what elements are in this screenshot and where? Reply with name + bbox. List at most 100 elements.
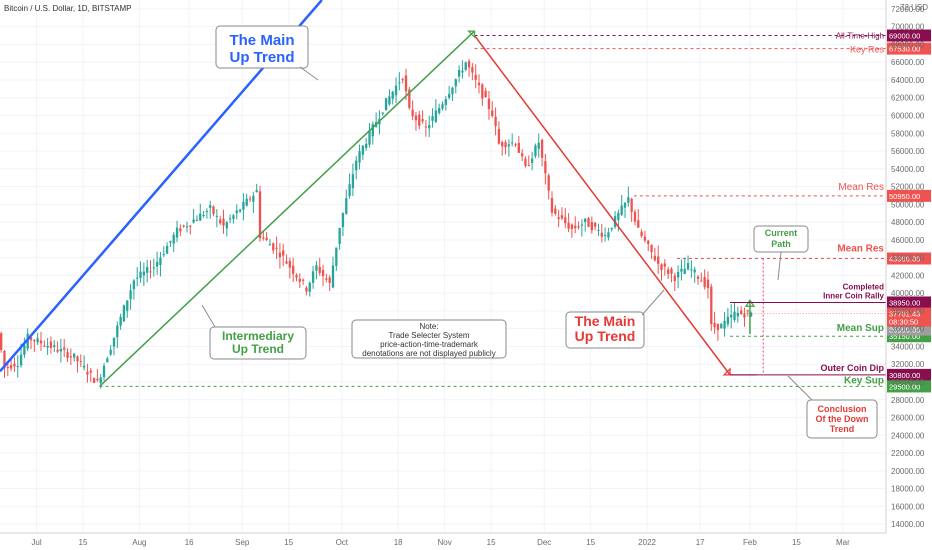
candle-body [421, 119, 424, 122]
candle-body [401, 79, 404, 81]
y-tick-label: 30000.00 [891, 378, 925, 387]
candle-body [195, 219, 199, 221]
candle-body [228, 218, 232, 220]
candle-body [517, 142, 520, 153]
candle-body [643, 236, 647, 241]
candle-body [345, 198, 348, 214]
x-tick-label: Nov [438, 538, 452, 547]
candle-body [255, 190, 258, 193]
candle-body [225, 222, 228, 229]
candle-body [162, 254, 165, 256]
candle-body [152, 267, 155, 269]
arrow-head [467, 30, 476, 39]
candle-body [507, 144, 511, 147]
levels: 69000.00 67530.00 50950.00 43900.00 38950.00… [99, 29, 931, 393]
candle-body [597, 230, 600, 232]
price-tag [887, 326, 931, 336]
candle-body [438, 107, 441, 114]
candle-body [106, 358, 109, 363]
candle-body [242, 201, 245, 210]
candle-body [23, 345, 26, 355]
candle-body [53, 345, 56, 347]
candle-body [418, 114, 421, 126]
mean-sup-label: Mean Sup [837, 323, 884, 334]
price-tag [887, 252, 931, 265]
candle-body [63, 347, 66, 350]
y-tick-label: 34000.00 [891, 342, 925, 351]
candle-body [514, 144, 517, 146]
candle-body [202, 214, 205, 216]
candle-body [69, 356, 73, 358]
candle-body [368, 130, 371, 145]
candle-body [175, 227, 179, 238]
x-tick-label: Dec [537, 538, 551, 547]
intermediary-label: Intermediary Up Trend [222, 329, 294, 356]
last-price-label: 36900.00 [889, 326, 920, 335]
candle-body [33, 340, 36, 342]
candle-body [444, 99, 447, 105]
candle-body [102, 365, 106, 378]
arrow-head [722, 367, 731, 376]
last-price-label: 08:30:50 [889, 318, 918, 327]
candle-body [219, 219, 222, 224]
candle-body [295, 274, 298, 278]
candle-body [434, 110, 438, 122]
y-tick-label: 46000.00 [891, 236, 925, 245]
note-text: Note: Trade Selecter System price-action-t… [362, 322, 495, 358]
candle-body [487, 98, 491, 110]
candle-body [49, 341, 53, 348]
candle-body [248, 198, 252, 200]
candle-body [238, 209, 242, 212]
y-tick-label: 38000.00 [891, 307, 925, 316]
candle-body [116, 325, 119, 338]
y-tick-label: 70000.00 [891, 23, 925, 32]
candle-body [129, 290, 132, 300]
ath-label: All-Time-High [836, 32, 884, 41]
candle-body [348, 184, 351, 197]
callout-leader [201, 304, 216, 328]
candle-body [454, 79, 457, 87]
candle-body [222, 218, 225, 226]
candle-body [474, 74, 477, 80]
candle-body [623, 202, 627, 208]
candle-body [590, 221, 593, 231]
current-path-label: Current Path [765, 228, 798, 249]
candle-body [700, 280, 703, 282]
candle-body [414, 115, 418, 121]
candle-body [391, 91, 394, 99]
x-tick-label: Aug [132, 538, 146, 547]
y-tick-label: 58000.00 [891, 129, 925, 138]
candle-body [630, 198, 633, 212]
candle-body [660, 264, 663, 270]
x-tick-label: 15 [487, 538, 496, 547]
candle-body [136, 277, 139, 279]
y-tick-label: 48000.00 [891, 218, 925, 227]
outer-dip-label: Outer Coin Dip [821, 363, 885, 373]
candle-body [0, 333, 3, 350]
candle-body [305, 287, 308, 292]
candle-body [716, 323, 720, 331]
candle-body [550, 197, 554, 213]
candle-body [491, 110, 494, 117]
last-price-tag [887, 307, 931, 330]
x-tick-label: 16 [185, 538, 194, 547]
y-tick-label: 14000.00 [891, 520, 925, 529]
key-sup-label: Key Sup [844, 375, 884, 386]
price-tag-label: 69000.00 [889, 32, 920, 41]
candle-body [351, 174, 355, 189]
x-tick-label: 18 [394, 538, 403, 547]
y-tick-label: 40000.00 [891, 289, 925, 298]
candle-body [431, 116, 434, 121]
candle-body [690, 269, 693, 271]
candle-body [670, 268, 673, 274]
candle-body [441, 104, 444, 109]
candle-body [703, 277, 706, 288]
candle-body [215, 215, 219, 217]
annotations: The Main Up Trend Intermediary Up Trend Note… [201, 25, 885, 439]
candle-body [457, 69, 461, 77]
candle-body [3, 350, 6, 368]
callout-leader [299, 66, 319, 81]
candle-body [318, 266, 321, 273]
candle-body [428, 125, 431, 129]
candle-body [657, 256, 660, 264]
